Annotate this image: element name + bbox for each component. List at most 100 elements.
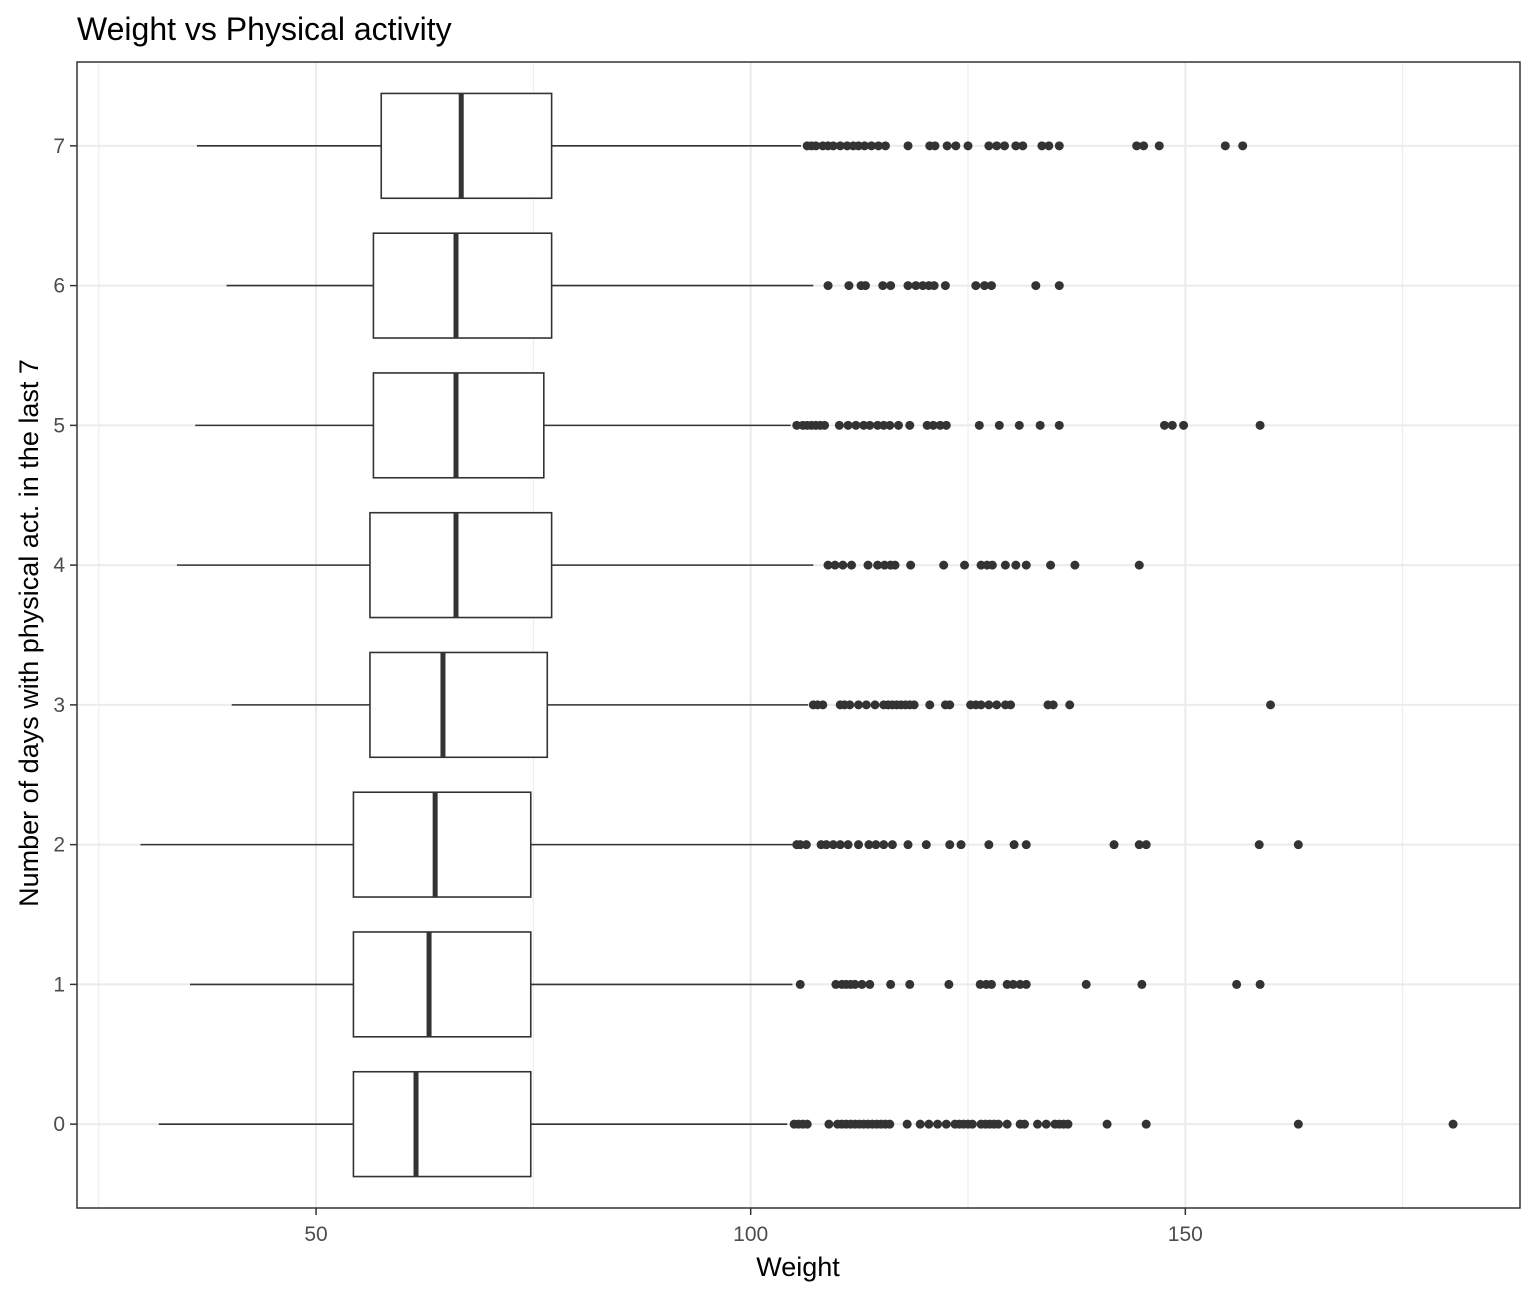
outlier-point: [838, 560, 848, 570]
boxplots: [140, 92, 1458, 1178]
x-tick-label: 100: [733, 1223, 768, 1246]
outlier-point: [976, 700, 986, 710]
outlier-point: [941, 1119, 951, 1129]
outlier-point: [1018, 141, 1028, 151]
outlier-point: [971, 281, 981, 291]
boxplot-6: [226, 232, 1064, 339]
outlier-point: [843, 420, 853, 430]
y-tick-label: 2: [53, 834, 65, 857]
outlier-point: [984, 141, 994, 151]
outlier-point: [818, 700, 828, 710]
y-axis: 0 1 2 3 4 5 6 7: [53, 135, 77, 1136]
outlier-point: [1134, 560, 1144, 570]
outlier-point: [880, 141, 890, 151]
outlier-point: [928, 420, 938, 430]
outlier-point: [1102, 1119, 1112, 1129]
box: [380, 92, 553, 200]
outlier-point: [911, 281, 921, 291]
outlier-point: [863, 560, 873, 570]
outlier-point: [864, 840, 874, 850]
outlier-point: [956, 840, 966, 850]
outlier-point: [930, 141, 940, 151]
outlier-point: [925, 700, 935, 710]
outlier-point: [1109, 840, 1119, 850]
outlier-point: [828, 141, 838, 151]
outlier-point: [886, 281, 896, 291]
outlier-point: [873, 560, 883, 570]
box: [352, 791, 532, 898]
outlier-point: [1041, 1119, 1051, 1129]
panel-border: [76, 61, 1521, 1209]
outlier-point: [992, 141, 1002, 151]
outlier-point: [1132, 141, 1142, 151]
outlier-point: [987, 560, 997, 570]
outlier-point: [1033, 1119, 1043, 1129]
outlier-point: [986, 281, 996, 291]
outlier-point: [823, 560, 833, 570]
box: [352, 1070, 532, 1178]
outlier-point: [835, 840, 845, 850]
outlier-point: [1179, 420, 1189, 430]
outlier-point: [1037, 141, 1047, 151]
outlier-point: [993, 1119, 1003, 1129]
outlier-point: [871, 840, 881, 850]
outlier-point: [1008, 979, 1018, 989]
outlier-point: [1000, 560, 1010, 570]
outlier-point: [845, 700, 855, 710]
outlier-point: [1134, 840, 1144, 850]
outlier-point: [1255, 979, 1265, 989]
outlier-point: [980, 281, 990, 291]
outlier-point: [1154, 141, 1164, 151]
outlier-point: [1220, 141, 1230, 151]
outlier-point: [974, 420, 984, 430]
outlier-point: [1141, 840, 1151, 850]
outlier-point: [1054, 281, 1064, 291]
outlier-point: [860, 141, 870, 151]
outlier-point: [1011, 560, 1021, 570]
outlier-point: [1014, 420, 1024, 430]
outlier-point: [847, 560, 857, 570]
outlier-point: [823, 281, 833, 291]
outlier-point: [941, 420, 951, 430]
outlier-point: [903, 840, 913, 850]
outlier-point: [1139, 141, 1149, 151]
outlier-point: [1021, 560, 1031, 570]
outlier-point: [1021, 979, 1031, 989]
outlier-point: [951, 141, 961, 151]
outlier-point: [940, 281, 950, 291]
chart-title: Weight vs Physical activity: [77, 11, 452, 47]
y-tick-label: 4: [53, 554, 65, 577]
outlier-point: [824, 1119, 834, 1129]
outlier-point: [893, 420, 903, 430]
x-axis-title: Weight: [756, 1252, 840, 1282]
outlier-point: [867, 141, 877, 151]
box: [369, 651, 549, 759]
box: [352, 931, 532, 1038]
outlier-point: [873, 141, 883, 151]
outlier-point: [963, 141, 973, 151]
outlier-point: [865, 420, 875, 430]
outlier-point: [1006, 700, 1016, 710]
outlier-point: [821, 840, 831, 850]
outlier-point: [850, 979, 860, 989]
outlier-point: [1009, 840, 1019, 850]
outlier-point: [1046, 560, 1056, 570]
outlier-point: [1020, 1119, 1030, 1129]
outlier-point: [967, 1119, 977, 1129]
outlier-point: [835, 141, 845, 151]
outlier-point: [1448, 1119, 1458, 1129]
outlier-point: [1254, 840, 1264, 850]
y-tick-label: 3: [53, 694, 65, 717]
boxplot-3: [231, 651, 1276, 759]
outlier-point: [1035, 420, 1045, 430]
outlier-point: [1293, 840, 1303, 850]
outlier-point: [885, 420, 895, 430]
outlier-point: [830, 560, 840, 570]
outlier-point: [887, 840, 897, 850]
outlier-point: [801, 840, 811, 850]
outlier-point: [903, 141, 913, 151]
outlier-point: [942, 141, 952, 151]
outlier-point: [1232, 979, 1242, 989]
